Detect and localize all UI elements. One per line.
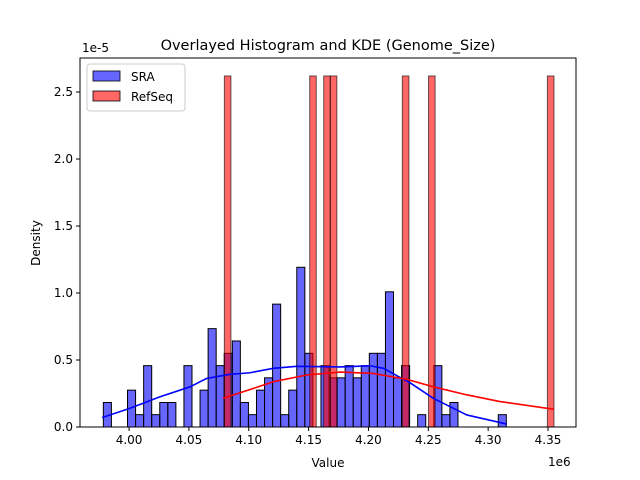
y-offset-label: 1e-5 (82, 41, 109, 55)
x-axis-label: Value (312, 456, 345, 470)
refseq-bars (223, 75, 555, 428)
legend: SRA RefSeq (86, 63, 186, 112)
y-tick-label: 2.0 (54, 152, 73, 166)
sra-bar (368, 352, 378, 428)
x-axis-ticks: 4.00 4.05 4.10 4.15 4.20 4.25 4.30 4.35 (116, 427, 562, 447)
kde-lines (101, 364, 555, 425)
x-offset-label: 1e6 (548, 455, 571, 469)
y-tick-label: 0.0 (54, 420, 73, 434)
sra-bar (352, 377, 362, 428)
sra-bar (441, 414, 451, 428)
y-tick-label: 1.0 (54, 286, 73, 300)
sra-bar (272, 303, 282, 428)
sra-bar (264, 377, 274, 428)
sra-bar (239, 401, 249, 428)
sra-bar (449, 401, 459, 428)
sra-bar (336, 377, 346, 428)
sra-bar (296, 266, 306, 428)
sra-bar (417, 414, 427, 428)
x-tick-label: 4.05 (176, 433, 203, 447)
legend-swatch-sra (92, 70, 121, 82)
sra-bar (376, 352, 386, 428)
sra-bar (255, 389, 266, 428)
sra-bar (159, 401, 169, 428)
sra-bar (231, 340, 241, 428)
legend-label-sra: SRA (131, 70, 155, 84)
y-tick-label: 1.5 (54, 219, 73, 233)
sra-bar (199, 389, 209, 428)
legend-swatch-refseq (92, 90, 121, 102)
x-tick-label: 4.30 (475, 433, 502, 447)
sra-bar (247, 414, 257, 428)
refseq-bar (329, 75, 338, 428)
plot-frame (79, 57, 577, 428)
sra-bar (135, 414, 145, 428)
x-tick-label: 4.10 (235, 433, 262, 447)
sra-bars (102, 266, 507, 428)
x-tick-label: 4.15 (295, 433, 322, 447)
sra-bar (143, 365, 153, 428)
sra-bar (392, 377, 403, 428)
refseq-kde-line (222, 371, 555, 411)
x-tick-label: 4.35 (535, 433, 562, 447)
sra-bar (167, 401, 177, 428)
sra-bar (360, 365, 370, 428)
sra-kde-line (101, 364, 507, 425)
sra-bar (280, 414, 290, 428)
sra-bar (288, 389, 298, 428)
legend-label-refseq: RefSeq (131, 90, 173, 104)
chart-title: Overlayed Histogram and KDE (Genome_Size… (161, 38, 496, 54)
x-tick-label: 4.00 (116, 433, 143, 447)
y-tick-label: 0.5 (54, 353, 73, 367)
y-axis-ticks: 0.0 0.5 1.0 1.5 2.0 2.5 (54, 85, 80, 434)
refseq-bar (546, 75, 555, 428)
sra-bar (384, 291, 394, 428)
refseq-bar (428, 75, 436, 428)
sra-bar (344, 365, 354, 428)
sra-bar (183, 365, 193, 428)
sra-bar (497, 414, 507, 428)
y-axis-label: Density (29, 220, 43, 266)
y-tick-label: 2.5 (54, 85, 73, 99)
x-tick-label: 4.20 (355, 433, 382, 447)
x-tick-label: 4.25 (415, 433, 442, 447)
refseq-bar (323, 75, 331, 428)
sra-bar (151, 414, 161, 428)
refseq-bar (401, 75, 410, 428)
